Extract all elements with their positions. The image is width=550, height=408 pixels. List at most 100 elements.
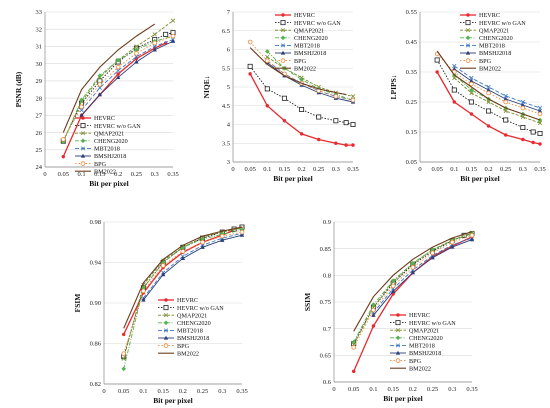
y-tick-label: 26: [36, 130, 43, 137]
y-tick-label: 4.5: [222, 103, 230, 110]
legend-label: HEVRC: [294, 12, 315, 19]
series-line: [454, 68, 541, 112]
data-point: [121, 356, 126, 361]
y-tick-label: 33: [36, 9, 43, 16]
data-point: [469, 112, 474, 116]
data-point: [248, 72, 252, 76]
series-line: [436, 71, 541, 145]
x-tick-label: 0.1: [263, 166, 271, 173]
x-tick-label: 0.25: [131, 171, 142, 178]
data-point: [134, 54, 139, 59]
data-point: [170, 18, 176, 23]
legend-marker: [465, 58, 471, 63]
legend-marker: [80, 146, 86, 151]
y-tick-label: 6.5: [222, 28, 230, 35]
legend-label: BM2022: [479, 65, 501, 72]
legend-label: BMSHJ2018: [177, 335, 209, 342]
data-point: [116, 72, 120, 76]
legend-label: BM2022: [409, 365, 431, 372]
y-tick-label: 0.05: [406, 159, 417, 166]
data-point: [530, 129, 536, 135]
x-tick-label: 0.2: [114, 171, 122, 178]
data-point: [152, 47, 157, 52]
legend-label: CHENG2020: [409, 335, 443, 342]
data-point: [264, 86, 270, 92]
data-point: [503, 96, 508, 101]
x-axis-label: Bit per pixel: [89, 179, 128, 188]
y-tick-label: 0.86: [90, 341, 102, 348]
data-point: [282, 119, 287, 123]
legend-label: QMAP2021: [409, 327, 439, 334]
y-tick-label: 28: [36, 95, 43, 102]
data-point: [141, 297, 146, 302]
data-point: [350, 122, 356, 128]
y-tick-label: 0.85: [320, 246, 331, 253]
data-point: [264, 58, 270, 64]
legend-label: MBT2018: [177, 328, 203, 335]
legend-marker: [280, 58, 286, 63]
legend-marker: [465, 50, 471, 55]
data-point: [247, 39, 253, 45]
data-point: [486, 90, 491, 96]
data-point: [350, 97, 356, 103]
data-point: [430, 255, 435, 260]
legend-marker: [396, 313, 400, 317]
legend-label: CHENG2020: [479, 35, 513, 42]
data-point: [350, 94, 356, 99]
x-tick-label: 0.3: [519, 166, 527, 173]
legend-label: HEVRC w/o GAN: [177, 305, 224, 312]
legend-label: BPG: [479, 58, 492, 65]
x-tick-label: 0.3: [332, 166, 340, 173]
legend-marker: [395, 343, 401, 348]
data-point: [452, 100, 456, 104]
data-point: [449, 239, 455, 245]
y-tick-label: 0.25: [406, 99, 417, 106]
x-tick-label: 0: [418, 166, 421, 173]
series-bmshj2018: [452, 66, 543, 113]
x-tick-label: 0.1: [450, 166, 458, 173]
x-tick-label: 0: [332, 386, 335, 393]
data-point: [430, 247, 435, 253]
legend-label: QMAP2021: [294, 27, 324, 34]
y-tick-label: 27: [36, 113, 43, 120]
y-tick-label: 0.6: [323, 379, 332, 386]
data-point: [115, 75, 121, 80]
series-bm2022: [353, 231, 473, 332]
legend-label: QMAP2021: [479, 27, 509, 34]
y-tick-label: 29: [36, 78, 43, 85]
x-tick-label: 0.15: [279, 166, 290, 173]
legend-marker: [163, 335, 169, 340]
legend-marker: [80, 161, 86, 166]
data-point: [115, 64, 121, 70]
x-tick-label: 0.15: [94, 171, 105, 178]
data-point: [435, 70, 439, 74]
series-hevrc-w-o-gan: [247, 63, 356, 128]
data-point: [343, 120, 349, 126]
data-point: [170, 38, 176, 43]
legend-marker: [280, 20, 286, 26]
legend-label: BPG: [94, 161, 107, 168]
data-point: [390, 278, 396, 283]
data-point: [451, 87, 457, 93]
y-axis-label: SSIM: [303, 293, 312, 311]
data-point: [520, 125, 526, 131]
data-point: [163, 31, 169, 37]
x-tick-label: 0: [43, 171, 46, 178]
data-point: [239, 229, 245, 235]
x-tick-label: 0.35: [466, 386, 477, 393]
data-point: [220, 237, 225, 242]
y-tick-label: 0.35: [406, 69, 417, 76]
legend-marker: [280, 50, 286, 55]
series-bm2022: [436, 50, 541, 121]
x-tick-label: 0.35: [167, 171, 178, 178]
legend-marker: [163, 305, 169, 311]
data-point: [97, 92, 103, 97]
data-point: [200, 245, 205, 249]
series-hevrc: [248, 72, 355, 147]
x-tick-label: 0.1: [139, 388, 147, 395]
legend-label: HEVRC w/o GAN: [479, 20, 526, 27]
x-tick-label: 0.25: [197, 388, 208, 395]
